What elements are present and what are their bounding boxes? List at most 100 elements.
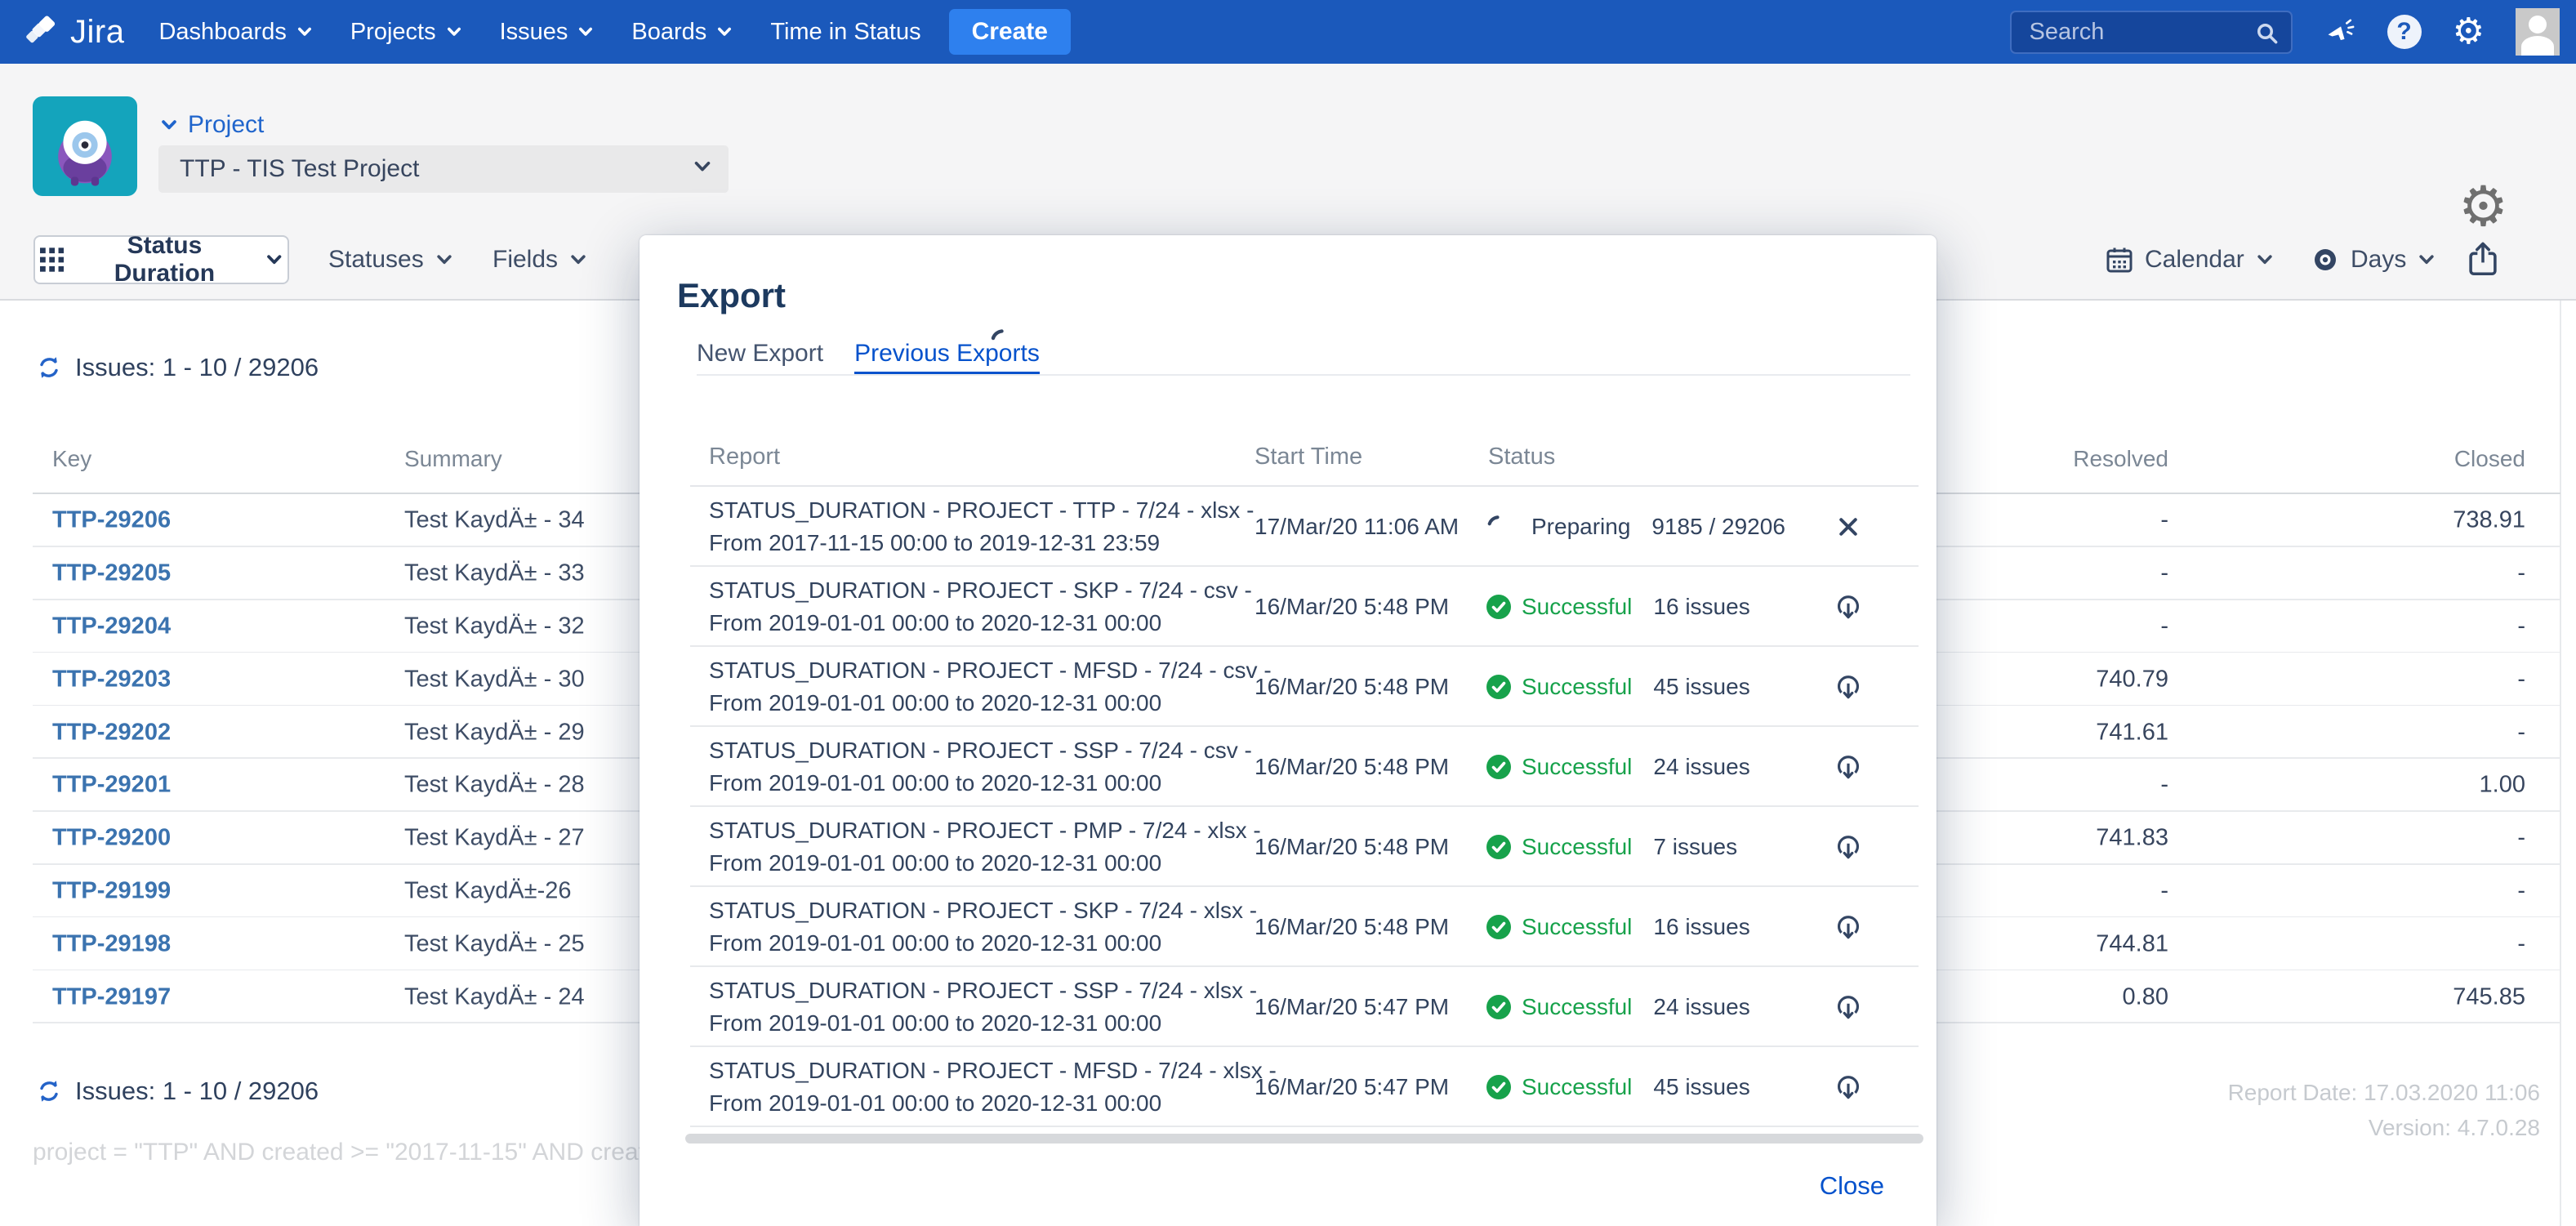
issue-key-link[interactable]: TTP-29203 <box>52 666 171 693</box>
export-report-name: STATUS_DURATION - PROJECT - SKP - 7/24 -… <box>709 574 1252 640</box>
chevron-down-icon <box>693 155 712 183</box>
announcement-icon[interactable] <box>2324 16 2356 48</box>
export-report-name: STATUS_DURATION - PROJECT - TTP - 7/24 -… <box>709 494 1254 560</box>
refresh-icon[interactable] <box>36 1078 62 1104</box>
download-export-button[interactable] <box>1819 672 1878 702</box>
export-icon[interactable] <box>2467 240 2499 282</box>
project-select[interactable]: TTP - TIS Test Project <box>158 145 729 193</box>
export-status-label: Successful <box>1522 994 1632 1020</box>
issue-resolved-value: 0.80 <box>2123 983 2168 1010</box>
success-icon <box>1486 834 1512 860</box>
report-meta: Report Date: 17.03.2020 11:06 Version: 4… <box>2228 1075 2540 1145</box>
success-icon <box>1486 914 1512 940</box>
download-export-button[interactable] <box>1819 592 1878 622</box>
issue-key-link[interactable]: TTP-29206 <box>52 507 171 534</box>
export-start-time: 16/Mar/20 5:47 PM <box>1255 994 1449 1020</box>
export-status: Successful45 issues <box>1486 674 1750 700</box>
horizontal-scrollbar[interactable] <box>685 1134 1923 1144</box>
issue-closed-value: - <box>2517 560 2525 587</box>
export-issue-count: 24 issues <box>1653 754 1749 780</box>
nav-right-group: ? ⚙ <box>2010 8 2576 56</box>
export-issue-count: 16 issues <box>1653 914 1749 940</box>
settings-icon[interactable]: ⚙ <box>2453 14 2485 50</box>
export-dialog: Export New Export Previous Exports Repor… <box>640 235 1936 1226</box>
nav-projects[interactable]: Projects <box>350 19 462 46</box>
tabs-divider <box>697 374 1910 376</box>
download-export-button[interactable] <box>1819 992 1878 1022</box>
nav-time-in-status-label: Time in Status <box>770 19 920 46</box>
download-export-button[interactable] <box>1819 1072 1878 1102</box>
issue-key-link[interactable]: TTP-29202 <box>52 719 171 746</box>
calendar-label: Calendar <box>2145 246 2244 274</box>
export-status: Successful 24 issues <box>1486 754 1750 780</box>
refresh-icon[interactable] <box>36 354 62 381</box>
issues-count-footer-label: Issues: 1 - 10 / 29206 <box>75 1077 319 1106</box>
report-settings-icon[interactable]: ⚙ <box>2458 180 2508 235</box>
export-issue-count: 16 issues <box>1653 594 1749 620</box>
cancel-export-button[interactable] <box>1819 515 1878 539</box>
download-export-button[interactable] <box>1819 912 1878 942</box>
export-start-time: 17/Mar/20 11:06 AM <box>1255 514 1459 540</box>
issue-resolved-value: 741.61 <box>2096 719 2168 746</box>
success-icon <box>1486 994 1512 1020</box>
statuses-dropdown[interactable]: Statuses <box>328 235 453 284</box>
nav-boards[interactable]: Boards <box>631 19 733 46</box>
issue-key-link[interactable]: TTP-29201 <box>52 772 171 799</box>
fields-dropdown[interactable]: Fields <box>492 235 587 284</box>
search-icon[interactable] <box>2255 21 2280 50</box>
issue-key-link[interactable]: TTP-29198 <box>52 930 171 957</box>
issue-resolved-value: - <box>2160 772 2168 799</box>
issue-summary: Test KaydÄ± - 29 <box>404 719 585 746</box>
search-box <box>2010 11 2293 54</box>
export-report-name: STATUS_DURATION - PROJECT - MFSD - 7/24 … <box>709 1054 1277 1120</box>
export-status-label: Successful <box>1522 754 1632 780</box>
create-button[interactable]: Create <box>949 9 1071 55</box>
export-column-start-time: Start Time <box>1255 444 1362 470</box>
user-avatar[interactable] <box>2516 8 2560 56</box>
export-start-time: 16/Mar/20 5:48 PM <box>1255 914 1449 940</box>
avatar-body <box>2521 36 2554 56</box>
tab-new-export[interactable]: New Export <box>697 340 823 376</box>
issue-resolved-value: 741.83 <box>2096 825 2168 852</box>
jira-logo[interactable]: Jira <box>23 13 124 51</box>
chevron-down-icon <box>160 116 178 134</box>
nav-time-in-status[interactable]: Time in Status <box>770 19 920 46</box>
jql-preview: project = "TTP" AND created >= "2017-11-… <box>33 1139 641 1166</box>
statuses-label: Statuses <box>328 246 424 274</box>
nav-issues[interactable]: Issues <box>500 19 595 46</box>
issue-closed-value: 1.00 <box>2480 772 2525 799</box>
issue-key-link[interactable]: TTP-29197 <box>52 983 171 1010</box>
export-column-status: Status <box>1488 444 1555 470</box>
issue-key-link[interactable]: TTP-29199 <box>52 877 171 904</box>
issue-closed-value: - <box>2517 877 2525 904</box>
search-input[interactable] <box>2028 12 2248 52</box>
column-header-resolved: Resolved <box>2073 446 2168 472</box>
export-row: STATUS_DURATION - PROJECT - SKP - 7/24 -… <box>640 887 1936 967</box>
tab-loading-spinner <box>989 328 1015 359</box>
chevron-down-icon <box>446 24 462 40</box>
calendar-icon <box>2106 246 2133 274</box>
issue-summary: Test KaydÄ± - 33 <box>404 560 585 587</box>
download-export-button[interactable] <box>1819 832 1878 862</box>
issue-key-link[interactable]: TTP-29200 <box>52 825 171 852</box>
days-dropdown[interactable]: Days <box>2311 235 2436 284</box>
project-breadcrumb[interactable]: Project <box>160 111 264 139</box>
calendar-dropdown[interactable]: Calendar <box>2106 235 2274 284</box>
issue-key-link[interactable]: TTP-29205 <box>52 560 171 587</box>
close-button[interactable]: Close <box>1820 1171 1884 1201</box>
export-report-name: STATUS_DURATION - PROJECT - MFSD - 7/24 … <box>709 654 1272 720</box>
issue-summary: Test KaydÄ±-26 <box>404 877 572 904</box>
export-start-time: 16/Mar/20 5:48 PM <box>1255 754 1449 780</box>
export-status-label: Successful <box>1522 1074 1632 1100</box>
report-type-button[interactable]: Status Duration <box>33 235 289 284</box>
issue-key-link[interactable]: TTP-29204 <box>52 613 171 640</box>
nav-dashboards[interactable]: Dashboards <box>158 19 312 46</box>
avatar-head <box>2529 16 2547 33</box>
export-issue-count: 45 issues <box>1653 674 1749 700</box>
report-date: Report Date: 17.03.2020 11:06 <box>2228 1075 2540 1110</box>
issue-resolved-value: - <box>2160 507 2168 534</box>
help-icon[interactable]: ? <box>2387 15 2422 49</box>
download-export-button[interactable] <box>1819 752 1878 782</box>
project-breadcrumb-label: Project <box>188 111 264 139</box>
top-nav: Jira Dashboards Projects Issues Boards T… <box>0 0 2576 64</box>
